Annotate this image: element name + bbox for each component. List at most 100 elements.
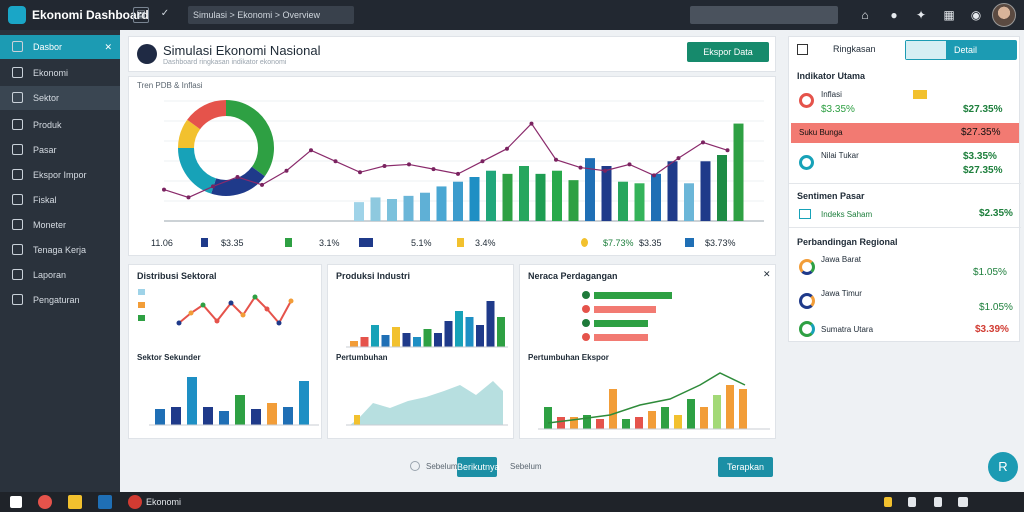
legend-swatch (581, 238, 588, 247)
bar (583, 415, 591, 429)
line-point (358, 170, 362, 175)
card-sector-distribution: Distribusi Sektoral Sektor Sekunder (128, 264, 322, 439)
sidebar-item-sector[interactable]: Sektor (0, 86, 120, 110)
grid-icon[interactable]: ▦ (943, 8, 955, 22)
sidebar-item-monetary[interactable]: Moneter (0, 213, 120, 237)
chart-caption: Tren PDB & Inflasi (137, 81, 203, 90)
home-icon[interactable]: ⌂ (861, 8, 869, 22)
line-point (627, 162, 632, 167)
bar (486, 301, 495, 347)
bar (155, 409, 165, 425)
sector-icon (12, 92, 23, 103)
stat-value: $7.73% (603, 238, 634, 248)
sidebar-item-economy[interactable]: Ekonomi (0, 61, 120, 85)
bar (674, 415, 682, 429)
app-icon[interactable] (128, 495, 142, 509)
card-industrial-production: Produksi Industri Pertumbuhan (327, 264, 514, 439)
sidebar-item-report[interactable]: Laporan (0, 263, 120, 287)
area (350, 381, 503, 425)
region-icon (799, 293, 815, 309)
search-input[interactable] (690, 6, 838, 24)
tray-icon[interactable] (934, 497, 942, 507)
menu-icon[interactable]: ▤ (133, 7, 149, 23)
sector-point (240, 312, 246, 318)
row-name: Inflasi (821, 90, 842, 99)
bar (502, 173, 513, 221)
apply-button[interactable]: Terapkan (718, 457, 773, 477)
brand-icon (137, 44, 157, 64)
close-icon[interactable]: ✕ (763, 269, 771, 279)
sidebar-item-trade[interactable]: Ekspor Impor (0, 163, 120, 187)
radio-icon[interactable] (410, 461, 420, 471)
bar (486, 170, 496, 221)
row-name: Suku Bunga (799, 128, 843, 137)
trade-hbar-chart (582, 291, 672, 341)
tray-icon[interactable] (908, 497, 916, 507)
toggle-off[interactable] (906, 41, 946, 59)
sidebar-item-market[interactable]: Pasar (0, 138, 120, 162)
divider (789, 183, 1021, 184)
legend-swatch (285, 238, 292, 247)
check-icon[interactable]: ✓ (160, 8, 170, 19)
store-icon[interactable] (98, 495, 112, 509)
card-title: Distribusi Sektoral (137, 271, 217, 281)
bar (235, 395, 245, 425)
card-trade-balance: Neraca Perdagangan ✕ Pertumbuhan Ekspor (519, 264, 776, 439)
sidebar-item-labor[interactable]: Tenaga Kerja (0, 238, 120, 262)
trade-icon (12, 169, 23, 180)
bar (634, 183, 645, 221)
bar (667, 161, 678, 221)
tray-icon[interactable] (958, 497, 968, 507)
bar (651, 173, 661, 221)
next-button[interactable]: Berikutnya (457, 457, 500, 477)
line-point (480, 159, 485, 164)
row-value: $3.39% (975, 324, 1009, 335)
bar (423, 329, 432, 347)
sidebar-item-fiscal[interactable]: Fiskal (0, 188, 120, 212)
tab-detail[interactable]: Detail (946, 41, 1016, 59)
browser-icon[interactable] (38, 495, 52, 509)
sector-point (276, 320, 282, 326)
info-icon[interactable]: ◉ (970, 8, 982, 22)
page-indicator: Sebelum (510, 462, 542, 471)
sidebar-item-label: Sektor (33, 93, 60, 103)
bar (601, 166, 612, 221)
tray-icon[interactable] (884, 497, 892, 507)
line-point (382, 164, 387, 168)
right-panel: Ringkasan Detail Indikator Utama Inflasi… (788, 36, 1021, 342)
help-fab[interactable]: R (988, 452, 1018, 482)
bar (648, 411, 656, 429)
sidebar-item-label: Ekspor Impor (33, 170, 87, 180)
settings-icon[interactable]: ✦ (915, 8, 927, 22)
legend-swatch (138, 302, 145, 308)
folder-icon[interactable] (68, 495, 82, 509)
export-button[interactable]: Ekspor Data (687, 42, 769, 62)
market-icon (12, 144, 23, 155)
region-icon (799, 259, 815, 275)
sidebar-item-label: Laporan (33, 270, 67, 280)
sidebar-item-product[interactable]: Produk (0, 113, 120, 137)
close-icon[interactable]: ✕ (104, 42, 112, 52)
bar (413, 337, 421, 347)
bar (700, 161, 711, 221)
globe-icon[interactable]: ● (890, 8, 898, 22)
row-value: $3.35% (963, 151, 997, 162)
sidebar-item-settings[interactable]: Pengaturan (0, 288, 120, 312)
stat-label: 3.4% (475, 238, 496, 248)
app-logo-icon (8, 6, 26, 24)
highlight-row[interactable]: Suku Bunga $27.35% (791, 123, 1019, 143)
line-point (260, 182, 264, 187)
bar (557, 417, 565, 429)
prev-button[interactable]: Sebelum (426, 462, 458, 471)
breadcrumb[interactable]: Simulasi > Ekonomi > Overview (188, 6, 354, 24)
sector-point (228, 300, 234, 306)
bar (203, 407, 213, 425)
tab-summary[interactable]: Ringkasan (833, 44, 876, 54)
taskbar-app-label[interactable]: Ekonomi (146, 497, 182, 507)
section-title: Sentimen Pasar (797, 191, 865, 201)
sidebar-item-dashboard[interactable]: Dasbor ✕ (0, 35, 120, 59)
avatar[interactable] (992, 3, 1016, 27)
bar (444, 321, 453, 347)
row-name: Nilai Tukar (821, 151, 859, 160)
windows-icon[interactable] (10, 496, 22, 508)
